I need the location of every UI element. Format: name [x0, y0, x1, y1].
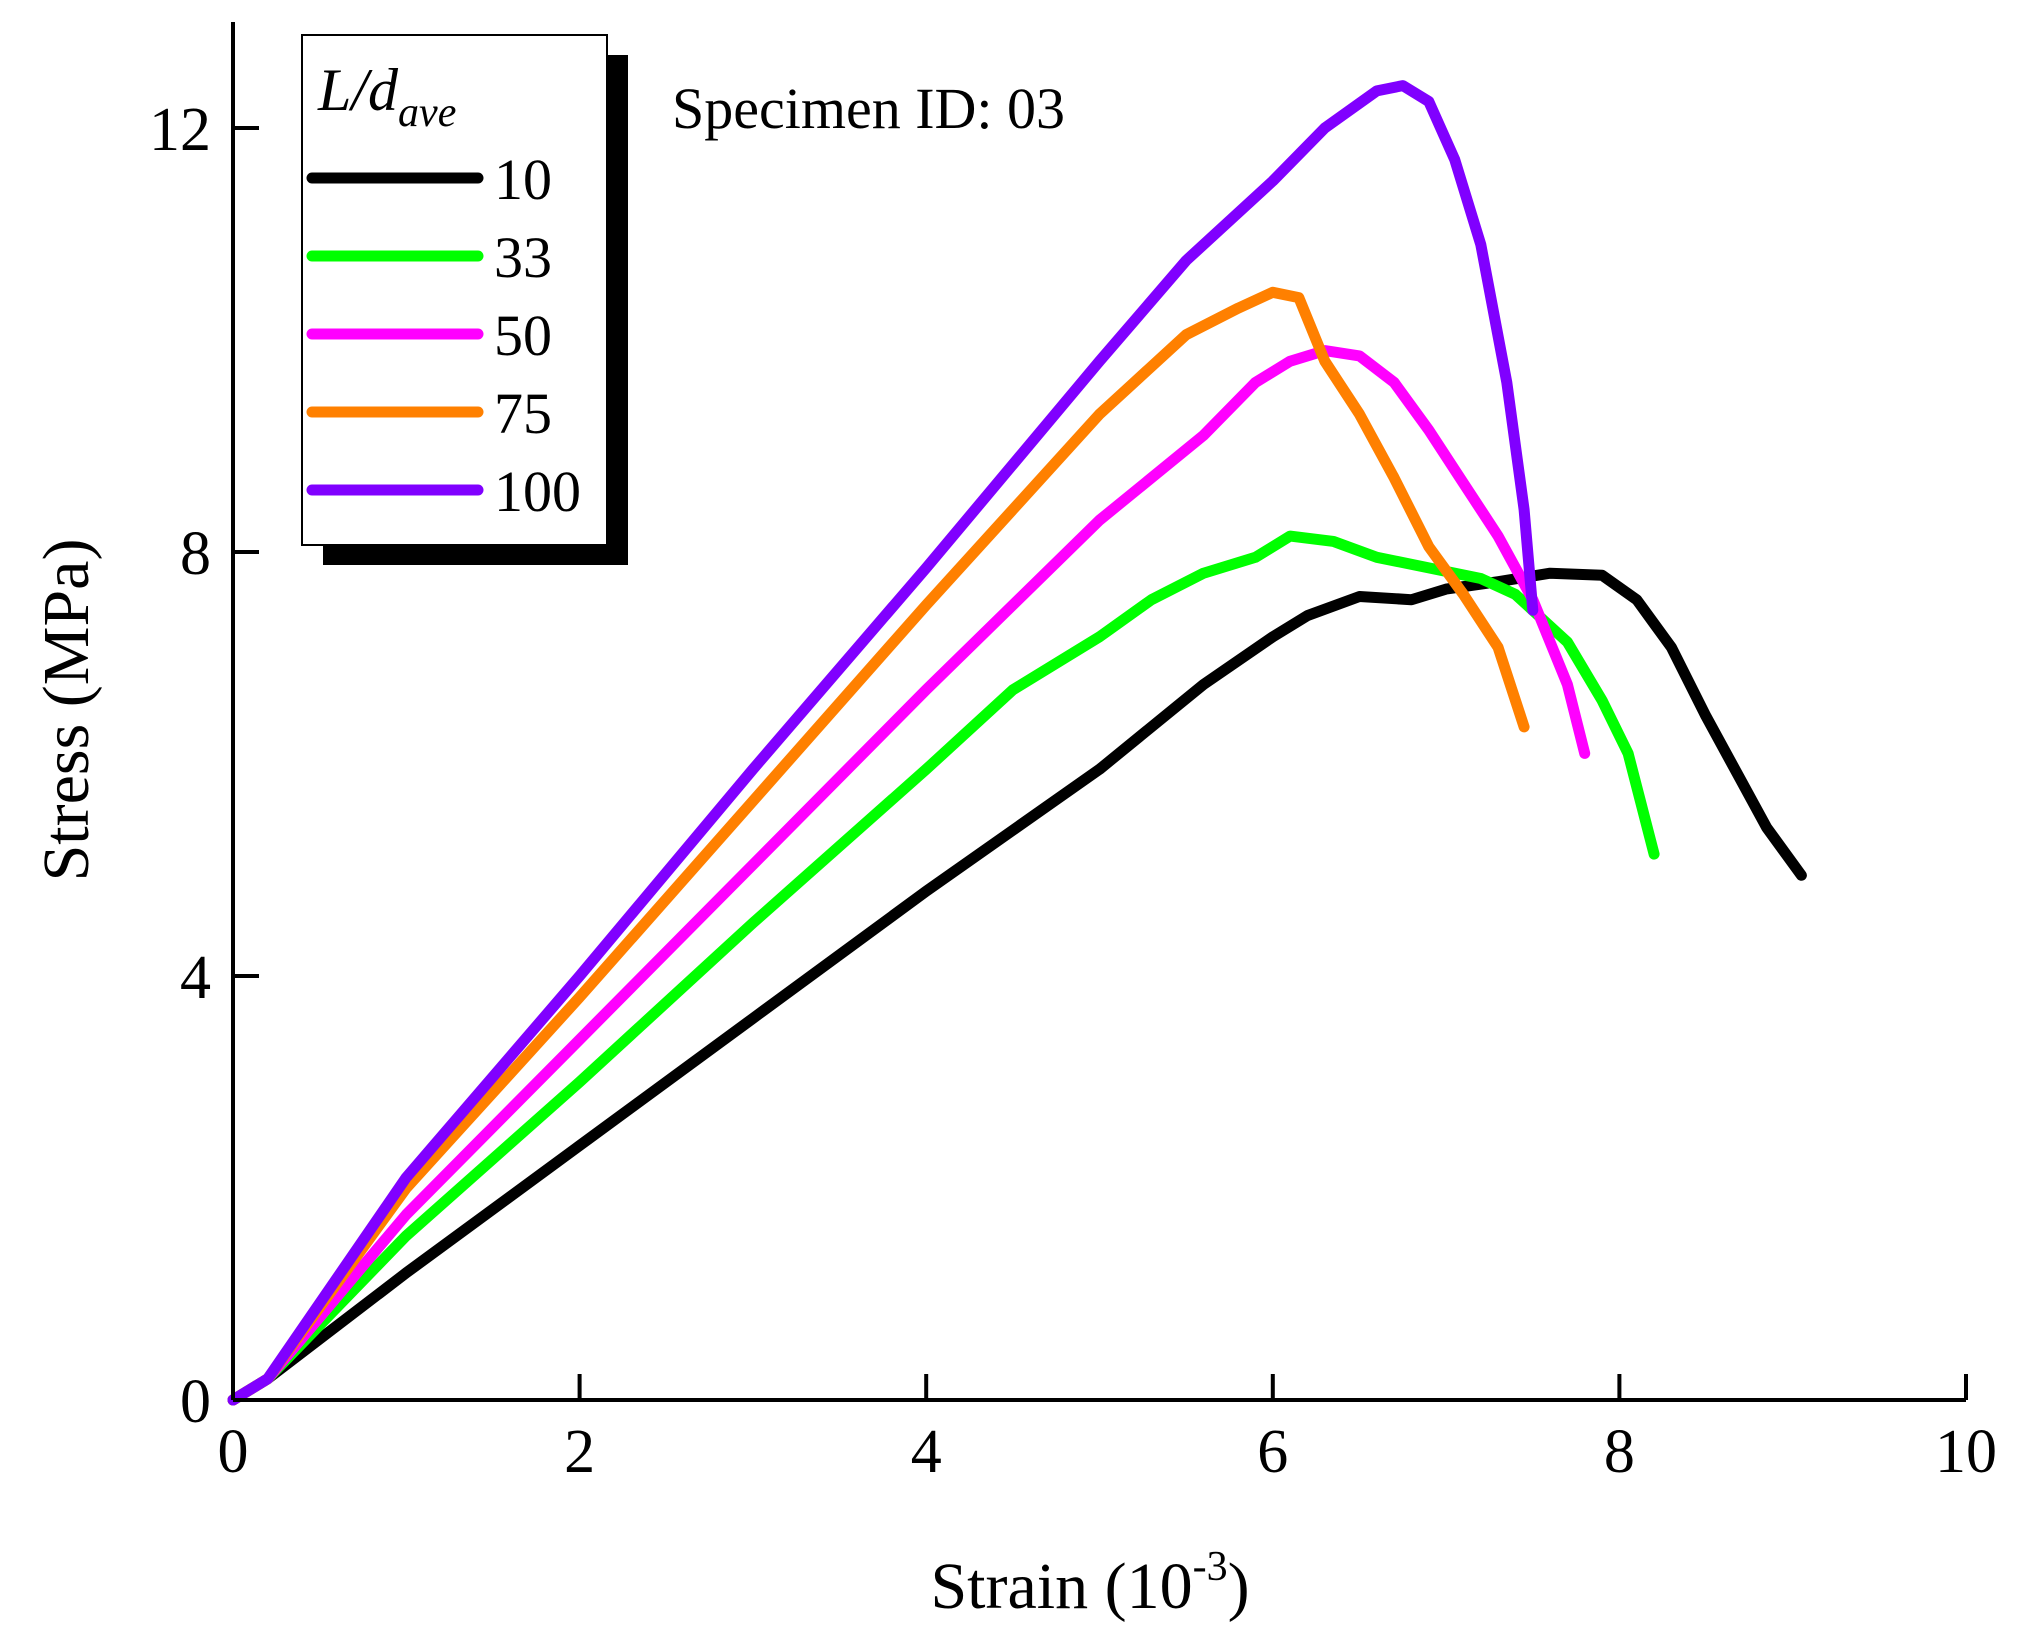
x-tick-label: 8: [1604, 1418, 1635, 1486]
x-tick-label: 10: [1935, 1418, 1997, 1486]
y-tick-label: 8: [180, 520, 211, 588]
x-tick-label: 0: [218, 1418, 249, 1486]
legend-label-100: 100: [494, 459, 581, 524]
series-line-75: [227, 286, 1530, 1406]
legend: L/dave 10 33 50 75 100: [301, 34, 628, 565]
x-ticks: 0 2 4 6 8 10: [218, 1374, 1997, 1486]
x-tick-label: 6: [1257, 1418, 1288, 1486]
x-tick-label: 4: [911, 1418, 942, 1486]
specimen-annotation: Specimen ID: 03: [672, 76, 1065, 141]
legend-title: L/dave: [317, 57, 456, 136]
x-axis-title: Strain (10-3): [930, 1544, 1249, 1623]
series-line-10: [227, 567, 1807, 1406]
y-tick-label: 4: [180, 944, 211, 1012]
legend-box: [301, 34, 608, 546]
series-line-33: [227, 530, 1660, 1406]
legend-label-50: 50: [494, 303, 552, 368]
series-layer: [227, 80, 1807, 1406]
legend-label-33: 33: [494, 225, 552, 290]
legend-label-75: 75: [494, 381, 552, 446]
series-line-50: [227, 345, 1591, 1406]
x-tick-label: 2: [564, 1418, 595, 1486]
y-tick-label: 0: [180, 1368, 211, 1436]
y-axis-title: Stress (MPa): [30, 539, 103, 882]
series-line-100: [227, 80, 1539, 1406]
y-ticks: 0 4 8 12: [149, 96, 259, 1436]
y-tick-label: 12: [149, 96, 211, 164]
legend-items: 10 33 50 75 100: [306, 147, 581, 524]
legend-label-10: 10: [494, 147, 552, 212]
